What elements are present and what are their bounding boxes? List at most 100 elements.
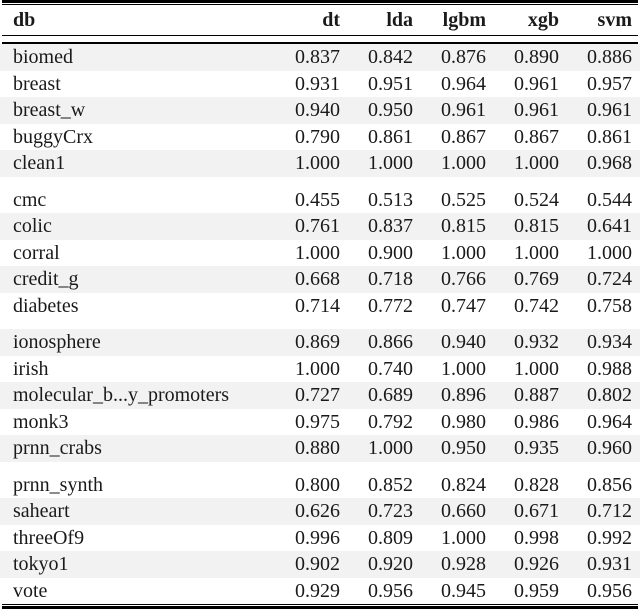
table-row: tokyo1 0.902 0.920 0.928 0.926 0.931 (0, 551, 640, 578)
xgb-value-cell: 0.932 (514, 331, 559, 353)
xgb-value-cell: 0.742 (514, 294, 559, 317)
db-cell: molecular_b...y_promoters (13, 384, 230, 406)
table-row: breast_w 0.940 0.950 0.961 0.961 0.961 (0, 97, 640, 124)
table-row: credit_g 0.668 0.718 0.766 0.769 0.724 (0, 266, 640, 293)
lda-value-cell: 0.772 (368, 294, 413, 317)
xgb-value-cell: 0.959 (514, 579, 559, 602)
lgbm-value-cell: 0.824 (441, 473, 486, 496)
dt-value-cell: 0.727 (295, 384, 340, 406)
header-separator-rule (2, 35, 638, 44)
lda-value-cell: 0.689 (368, 384, 413, 406)
table-row: corral 1.000 0.900 1.000 1.000 1.000 (0, 240, 640, 267)
svm-value-cell: 0.802 (587, 384, 632, 406)
lgbm-value-cell: 0.940 (441, 331, 486, 353)
table-row: molecular_b...y_promoters 0.727 0.689 0.… (0, 382, 640, 409)
xgb-value-cell: 0.890 (514, 46, 559, 68)
lda-value-cell: 0.866 (368, 331, 413, 353)
db-cell: biomed (13, 46, 73, 68)
lgbm-value-cell: 0.766 (441, 268, 486, 290)
svm-value-cell: 0.957 (587, 72, 632, 95)
lda-value-cell: 0.920 (368, 553, 413, 575)
db-cell: cmc (13, 188, 47, 211)
table-row: saheart 0.626 0.723 0.660 0.671 0.712 (0, 498, 640, 525)
lda-value-cell: 0.956 (368, 579, 413, 602)
db-cell: threeOf9 (13, 526, 85, 549)
table-bottom-rule (2, 604, 638, 609)
lda-value-cell: 0.951 (368, 72, 413, 95)
db-cell: buggyCrx (13, 125, 93, 148)
lda-value-cell: 1.000 (368, 152, 413, 174)
table-row: clean1 1.000 1.000 1.000 1.000 0.968 (0, 150, 640, 177)
lgbm-value-cell: 0.660 (441, 500, 486, 522)
column-header-svm: svm (597, 8, 632, 31)
db-cell: prnn_crabs (13, 437, 102, 459)
lda-value-cell: 0.852 (368, 473, 413, 496)
lda-value-cell: 0.842 (368, 46, 413, 68)
svm-value-cell: 0.988 (587, 357, 632, 380)
dt-value-cell: 0.837 (295, 46, 340, 68)
lda-value-cell: 0.740 (368, 357, 413, 380)
db-cell: corral (13, 241, 60, 264)
xgb-value-cell: 0.867 (514, 125, 559, 148)
xgb-value-cell: 0.935 (514, 437, 559, 459)
table-header-row: db dt lda lgbm xgb svm (0, 5, 640, 35)
db-cell: irish (13, 357, 49, 380)
dt-value-cell: 0.455 (295, 188, 340, 211)
lgbm-value-cell: 0.747 (441, 294, 486, 317)
table-top-rule (2, 0, 638, 5)
table-row: threeOf9 0.996 0.809 1.000 0.998 0.992 (0, 525, 640, 552)
svm-value-cell: 0.758 (587, 294, 632, 317)
table-row: prnn_crabs 0.880 1.000 0.950 0.935 0.960 (0, 435, 640, 462)
lda-value-cell: 1.000 (368, 437, 413, 459)
svm-value-cell: 0.968 (587, 152, 632, 174)
svm-value-cell: 0.724 (587, 268, 632, 290)
lgbm-value-cell: 1.000 (441, 357, 486, 380)
column-header-xgb: xgb (527, 8, 559, 31)
dt-value-cell: 0.761 (295, 215, 340, 237)
xgb-value-cell: 0.986 (514, 410, 559, 433)
dt-value-cell: 0.931 (295, 72, 340, 95)
dt-value-cell: 0.996 (295, 526, 340, 549)
lgbm-value-cell: 0.867 (441, 125, 486, 148)
table-row: breast 0.931 0.951 0.964 0.961 0.957 (0, 71, 640, 98)
lda-value-cell: 0.861 (368, 125, 413, 148)
xgb-value-cell: 0.926 (514, 553, 559, 575)
svm-value-cell: 0.886 (587, 46, 632, 68)
lgbm-value-cell: 0.896 (441, 384, 486, 406)
table-row: buggyCrx 0.790 0.861 0.867 0.867 0.861 (0, 124, 640, 151)
lda-value-cell: 0.718 (368, 268, 413, 290)
lgbm-value-cell: 0.945 (441, 579, 486, 602)
lgbm-value-cell: 0.961 (441, 99, 486, 121)
svm-value-cell: 0.934 (587, 331, 632, 353)
column-header-db: db (13, 8, 36, 31)
lgbm-value-cell: 0.950 (441, 437, 486, 459)
dt-value-cell: 0.880 (295, 437, 340, 459)
table-row: diabetes 0.714 0.772 0.747 0.742 0.758 (0, 293, 640, 320)
dt-value-cell: 0.975 (295, 410, 340, 433)
db-cell: saheart (13, 500, 70, 522)
table-row: ionosphere 0.869 0.866 0.940 0.932 0.934 (0, 329, 640, 356)
lgbm-value-cell: 1.000 (441, 526, 486, 549)
xgb-value-cell: 0.828 (514, 473, 559, 496)
db-cell: monk3 (13, 410, 69, 433)
dt-value-cell: 0.940 (295, 99, 340, 121)
table-row: monk3 0.975 0.792 0.980 0.986 0.964 (0, 409, 640, 436)
svm-value-cell: 0.544 (587, 188, 632, 211)
xgb-value-cell: 1.000 (514, 241, 559, 264)
db-cell: credit_g (13, 268, 79, 290)
dt-value-cell: 1.000 (295, 152, 340, 174)
table-body: biomed 0.837 0.842 0.876 0.890 0.886 bre… (0, 44, 640, 604)
svm-value-cell: 0.956 (587, 579, 632, 602)
dt-value-cell: 0.714 (295, 294, 340, 317)
svm-value-cell: 0.856 (587, 473, 632, 496)
xgb-value-cell: 1.000 (514, 357, 559, 380)
dt-value-cell: 0.869 (295, 331, 340, 353)
svm-value-cell: 0.961 (587, 99, 632, 121)
column-header-lda: lda (386, 8, 413, 31)
db-cell: ionosphere (13, 331, 101, 353)
db-cell: tokyo1 (13, 553, 69, 575)
dt-value-cell: 0.929 (295, 579, 340, 602)
xgb-value-cell: 0.887 (514, 384, 559, 406)
db-cell: breast (13, 72, 61, 95)
